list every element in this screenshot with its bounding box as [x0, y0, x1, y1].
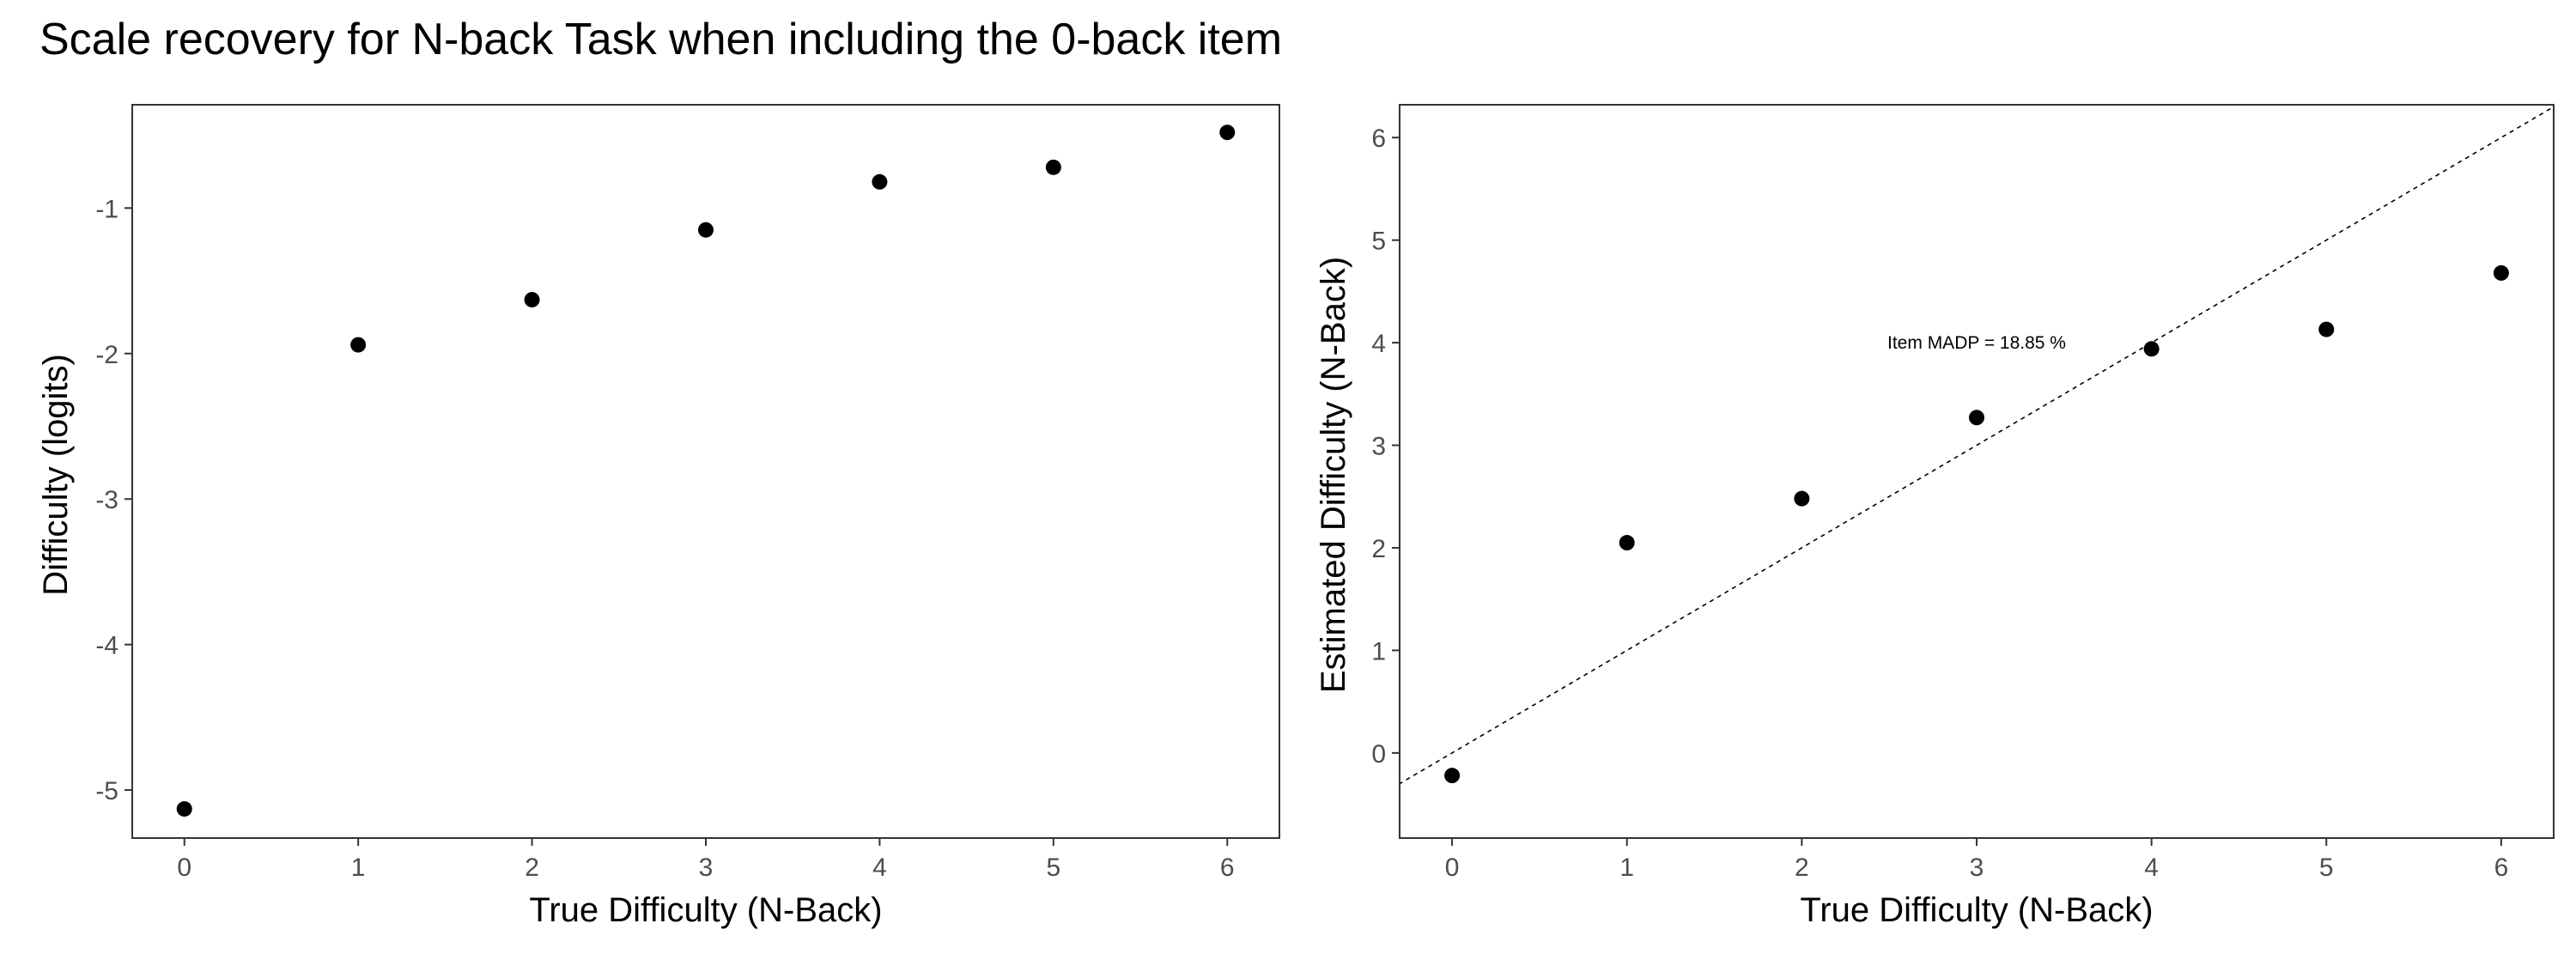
right-panel-border [1399, 104, 2555, 839]
right-y-tick-label: 6 [1371, 125, 1386, 153]
right-data-point [1794, 490, 1810, 507]
left-panel-border [131, 104, 1280, 839]
left-y-tick-label: -2 [95, 341, 118, 369]
right-x-tick-label: 3 [1970, 854, 1984, 882]
right-data-point [1969, 410, 1984, 426]
left-data-point [1045, 159, 1061, 175]
right-x-axis-title: True Difficulty (N-Back) [1800, 891, 2153, 929]
left-x-tick-label: 2 [525, 854, 539, 882]
right-y-tick-label: 3 [1371, 433, 1386, 461]
left-y-tick-label: -5 [95, 777, 118, 805]
left-x-tick-label: 3 [699, 854, 714, 882]
left-x-tick-label: 5 [1047, 854, 1061, 882]
right-x-tick-label: 6 [2494, 854, 2509, 882]
right-x-tick-label: 4 [2144, 854, 2159, 882]
left-data-point [698, 222, 714, 238]
left-y-tick-label: -4 [95, 632, 118, 660]
right-y-tick-label: 2 [1371, 535, 1386, 563]
left-data-point [524, 292, 540, 308]
left-y-axis-title: Difficulty (logits) [37, 354, 75, 596]
left-x-axis-title: True Difficulty (N-Back) [529, 891, 882, 929]
left-data-point [176, 801, 192, 817]
figure-title: Scale recovery for N-back Task when incl… [39, 15, 1283, 64]
right-data-point [2143, 341, 2160, 357]
right-y-tick-label: 1 [1371, 637, 1386, 665]
identity-reference-line [1400, 106, 2554, 785]
left-y-tick-label: -1 [95, 195, 118, 223]
right-data-point [2318, 321, 2335, 337]
left-data-point [872, 173, 888, 190]
right-y-tick-label: 0 [1371, 740, 1386, 769]
left-x-tick-label: 1 [351, 854, 366, 882]
right-data-point [1619, 535, 1635, 551]
left-x-tick-label: 4 [872, 854, 887, 882]
left-x-tick-label: 6 [1220, 854, 1235, 882]
right-y-tick-label: 4 [1371, 330, 1386, 358]
right-x-tick-label: 0 [1445, 854, 1460, 882]
right-x-tick-label: 1 [1619, 854, 1634, 882]
left-y-tick-label: -3 [95, 486, 118, 514]
left-data-point [1219, 125, 1236, 141]
right-panel-estimated-difficulty: Estimated Difficulty (N-Back) True Diffi… [1315, 104, 2555, 929]
right-data-point [1444, 768, 1461, 784]
madp-annotation: Item MADP = 18.85 % [1887, 333, 2066, 353]
right-x-tick-label: 2 [1795, 854, 1809, 882]
right-x-tick-label: 5 [2319, 854, 2334, 882]
left-x-tick-label: 0 [177, 854, 191, 882]
right-data-point [2493, 264, 2509, 281]
left-panel-difficulty-logits: Difficulty (logits) True Difficulty (N-B… [37, 104, 1280, 929]
right-y-axis-title: Estimated Difficulty (N-Back) [1315, 257, 1352, 693]
left-data-point [350, 337, 367, 353]
right-y-tick-label: 5 [1371, 228, 1386, 256]
